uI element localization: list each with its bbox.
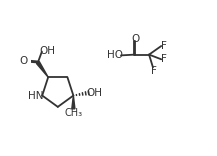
Text: F: F <box>151 66 157 76</box>
Text: OH: OH <box>87 88 103 98</box>
Text: OH: OH <box>39 46 55 56</box>
Polygon shape <box>36 62 48 77</box>
Text: O: O <box>19 56 28 66</box>
Text: HO: HO <box>107 50 123 60</box>
Polygon shape <box>72 95 75 109</box>
Text: F: F <box>161 41 167 51</box>
Text: CH₃: CH₃ <box>64 108 83 118</box>
Text: O: O <box>131 34 139 44</box>
Text: HN: HN <box>28 90 43 100</box>
Text: F: F <box>161 54 167 64</box>
